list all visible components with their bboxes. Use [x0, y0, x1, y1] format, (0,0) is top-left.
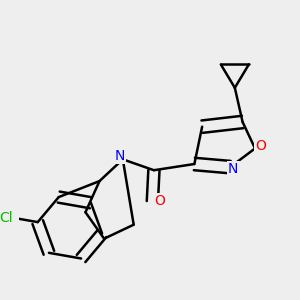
Text: O: O	[154, 194, 165, 208]
Text: O: O	[255, 139, 266, 153]
Text: N: N	[228, 162, 238, 176]
Text: Cl: Cl	[0, 211, 13, 224]
Text: N: N	[115, 149, 125, 163]
